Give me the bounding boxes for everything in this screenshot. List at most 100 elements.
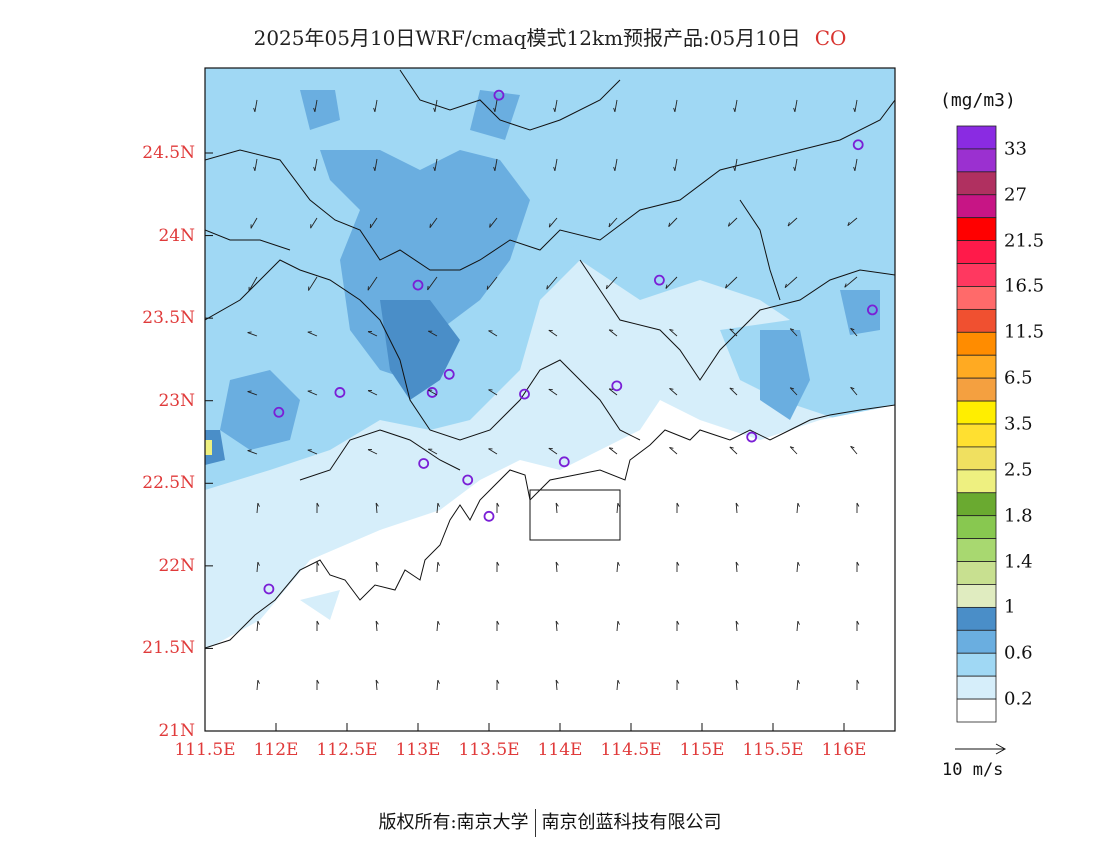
legend-swatch (956, 194, 997, 219)
legend-swatch (956, 286, 997, 310)
wind-arrow (784, 276, 798, 289)
legend-swatch (956, 606, 997, 631)
wind-arrow (436, 620, 440, 632)
lon-label: 115E (679, 740, 725, 760)
wind-arrow (668, 217, 678, 227)
wind-arrow (436, 561, 440, 573)
legend-label: 1.4 (1004, 551, 1033, 573)
station-marker (867, 304, 878, 316)
wind-arrow (367, 389, 378, 396)
wind-arrow (496, 620, 500, 631)
station-marker (412, 279, 424, 291)
wind-arrow (793, 158, 798, 171)
legend-label: 1 (1004, 596, 1016, 618)
wind-arrow (496, 502, 500, 513)
legend-swatch (956, 652, 997, 677)
station-marker (654, 274, 665, 286)
wind-arrow (496, 561, 500, 572)
legend-swatch (956, 331, 997, 356)
species-label: CO (814, 26, 847, 50)
wind-arrow (733, 158, 738, 171)
wind-arrow (735, 502, 739, 514)
wind-arrow (248, 276, 258, 292)
legend-swatch (956, 308, 997, 333)
wind-arrow (256, 502, 260, 514)
wind-arrow (546, 276, 558, 290)
wind-arrow (310, 217, 318, 229)
wind-arrow (373, 99, 378, 112)
wind-arrow (673, 158, 678, 171)
wind-arrow (548, 447, 558, 455)
wind-arrow (733, 99, 738, 112)
wind-arrow (616, 620, 620, 632)
coastline (205, 69, 895, 649)
wind-arrow (605, 276, 618, 290)
legend-swatch (956, 217, 997, 242)
copyright-left: 版权所有:南京大学 (378, 812, 529, 833)
wind-arrow (548, 329, 558, 337)
wind-arrow (673, 99, 678, 112)
lat-label: 22N (158, 555, 195, 576)
wind-reference-arrow (955, 743, 1007, 755)
wind-arrow (796, 561, 800, 573)
wind-arrow (676, 561, 680, 572)
wind-arrow (433, 99, 438, 112)
legend-colorbar (956, 125, 997, 723)
wind-arrow (789, 446, 798, 455)
wind-arrow (796, 620, 800, 632)
wind-arrow (553, 99, 558, 112)
wind-arrow (428, 389, 438, 396)
legend-swatch (956, 629, 997, 654)
station-marker (558, 456, 570, 468)
wind-arrow (489, 217, 498, 228)
wind-arrow (676, 679, 680, 690)
wind-arrow (247, 331, 258, 337)
wind-reference-label: 10 m/s (942, 760, 1004, 780)
wind-arrow (669, 387, 678, 396)
wind-arrow (555, 561, 559, 573)
wind-arrow (308, 276, 318, 291)
legend-label: 2.5 (1004, 459, 1033, 481)
wind-arrow (428, 448, 438, 455)
wind-arrow (429, 217, 438, 228)
wind-arrow (375, 502, 379, 514)
legend-swatch (956, 561, 997, 585)
legend-swatch (956, 492, 997, 517)
wind-arrow (548, 388, 558, 396)
wind-arrow (375, 561, 379, 573)
lat-label: 22.5N (142, 473, 195, 494)
station-marker (273, 406, 285, 418)
station-marker (852, 139, 864, 151)
wind-arrow (850, 386, 858, 396)
wind-arrow (608, 447, 618, 455)
legend-swatch (956, 469, 997, 494)
wind-arrow (608, 217, 618, 228)
wind-arrow (313, 99, 318, 112)
wind-arrow (608, 388, 618, 396)
legend-swatch (956, 538, 997, 562)
wind-arrow (488, 389, 498, 396)
wind-vectors (247, 99, 860, 691)
legend-unit: (mg/m3) (940, 90, 1016, 111)
wind-arrow (856, 502, 860, 513)
wind-arrow (313, 158, 318, 171)
wind-arrow (616, 561, 620, 573)
wind-arrow (493, 99, 498, 112)
wind-arrow (669, 446, 678, 455)
wind-arrow (729, 446, 738, 455)
wind-arrow (493, 158, 498, 171)
legend-label: 0.2 (1004, 688, 1033, 710)
legend-label: 16.5 (1004, 275, 1045, 297)
lon-label: 113E (395, 740, 441, 760)
wind-arrow (250, 217, 258, 229)
legend-swatch (956, 171, 997, 196)
legend-label: 1.8 (1004, 505, 1033, 527)
legend-swatch (956, 584, 997, 608)
wind-arrow (613, 99, 618, 112)
wind-arrow (853, 158, 858, 171)
chart-title: 2025年05月10日WRF/cmaq模式12km预报产品:05月10日 CO (0, 22, 1100, 51)
legend-swatch (956, 354, 997, 379)
legend-label: 6.5 (1004, 367, 1033, 389)
wind-arrow (307, 449, 318, 455)
wind-arrow (850, 445, 858, 455)
